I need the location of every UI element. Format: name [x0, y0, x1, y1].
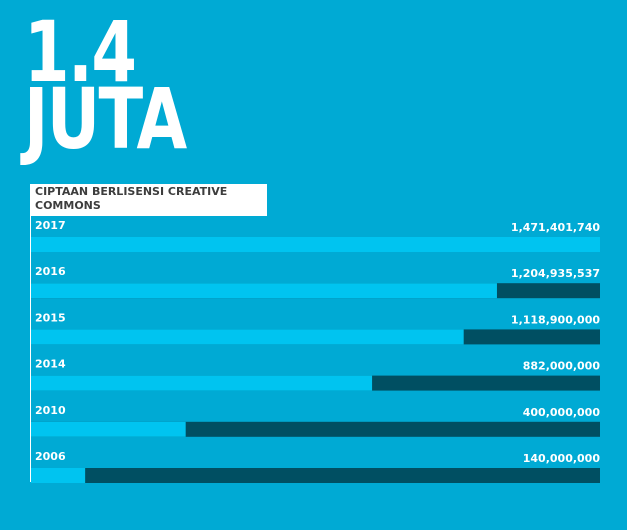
bar	[31, 283, 497, 299]
headline-unit: JUTA	[24, 70, 187, 168]
bar	[31, 329, 464, 345]
category-label: 2006	[35, 450, 66, 463]
category-label: 2016	[35, 265, 66, 278]
category-label: 2014	[35, 358, 66, 371]
axis-line	[30, 216, 31, 482]
value-label: 1,471,401,740	[511, 221, 600, 234]
value-label: 882,000,000	[523, 360, 601, 373]
value-label: 400,000,000	[523, 406, 601, 419]
bar	[31, 375, 373, 391]
value-label: 140,000,000	[523, 452, 601, 465]
bar	[31, 237, 600, 252]
category-label: 2015	[35, 311, 66, 324]
value-label: 1,204,935,537	[511, 267, 600, 280]
category-label: 2017	[35, 219, 66, 232]
category-label: 2010	[35, 404, 66, 417]
bar-track	[31, 468, 600, 483]
chart-title: CIPTAAN BERLISENSI CREATIVE COMMONS	[35, 185, 228, 212]
chart-title-box: CIPTAAN BERLISENSI CREATIVE COMMONS	[30, 184, 267, 216]
bar	[31, 421, 186, 437]
headline-number: 1.4	[24, 3, 137, 101]
bar	[31, 468, 86, 483]
value-label: 1,118,900,000	[511, 313, 600, 326]
